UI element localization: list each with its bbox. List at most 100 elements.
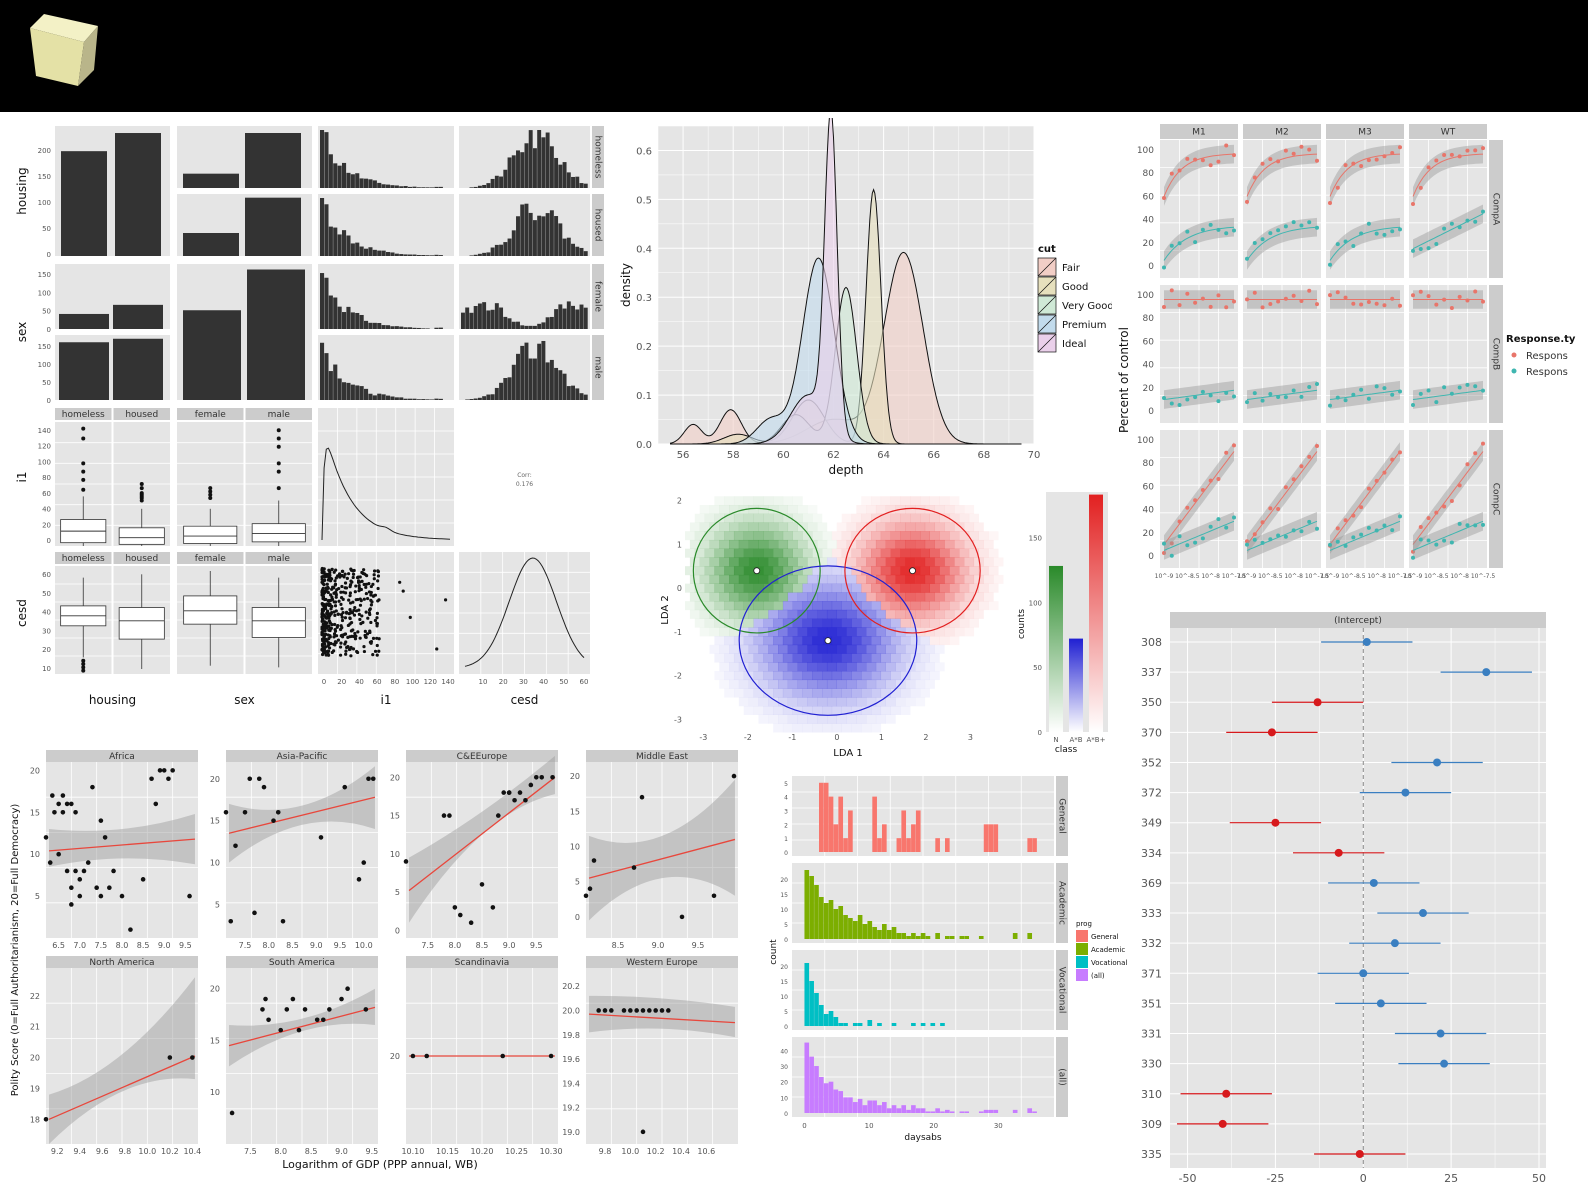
scatter-point: [349, 654, 353, 658]
x-tick-label: 9.0: [158, 941, 171, 950]
hist-bar: [381, 184, 386, 188]
scatter-point: [367, 611, 372, 615]
hist-bar: [430, 399, 435, 400]
hist-bar: [399, 326, 404, 329]
data-point: [1343, 518, 1348, 523]
scatter-point: [443, 598, 448, 602]
hist-bar: [809, 981, 814, 1026]
hex-cell: [968, 583, 979, 593]
hex-cell: [792, 653, 803, 663]
hist-bar: [819, 1005, 824, 1026]
x-tick-label: 8.0: [116, 941, 129, 950]
x-tick-label: 10.2: [161, 1147, 179, 1156]
hist-bar: [828, 1081, 834, 1113]
y-tick-label: 335: [1141, 1148, 1162, 1161]
data-point: [56, 801, 61, 807]
data-point: [410, 1053, 416, 1059]
hex-cell: [763, 548, 774, 558]
scatter-point: [340, 615, 344, 619]
data-point: [278, 1027, 284, 1033]
hex-cell: [831, 653, 842, 663]
data-point: [1359, 505, 1364, 510]
hex-cell: [709, 557, 720, 567]
data-point: [1481, 522, 1485, 527]
hex-cell: [841, 618, 852, 628]
scatter-point: [339, 602, 343, 606]
tick-label: 20: [499, 678, 508, 686]
hex-cell: [910, 653, 921, 663]
hex-cell: [719, 592, 730, 602]
scatter-point: [336, 623, 340, 628]
scatter-point: [357, 584, 361, 588]
box-strip: housed: [125, 410, 158, 420]
scatter-point: [364, 591, 368, 596]
hist-bar: [381, 325, 386, 329]
x-tick-label: 10.4: [183, 1147, 201, 1156]
hex-cell: [949, 636, 960, 646]
hist-bar: [978, 936, 984, 939]
scatter-point: [345, 611, 349, 615]
scatter-point: [360, 614, 364, 618]
hex-cell: [910, 601, 921, 611]
hex-cell: [689, 522, 700, 532]
data-point: [1411, 293, 1415, 298]
hex-cell: [900, 653, 911, 663]
facet-strip-bg: [1056, 1037, 1068, 1117]
hex-cell: [768, 714, 779, 724]
hist-bar: [891, 927, 897, 939]
scatter-point: [369, 590, 373, 595]
scatter-point: [376, 574, 381, 578]
hist-bar: [833, 1017, 839, 1026]
hist-bar: [503, 169, 508, 188]
hist-bar: [333, 227, 338, 256]
data-point: [447, 813, 452, 818]
box-strip-bg: [245, 408, 312, 420]
hex-cell: [773, 548, 784, 558]
tick-label: 140: [441, 678, 454, 686]
y-tick-label: 20: [210, 775, 220, 784]
data-point: [517, 790, 523, 795]
fit-line: [589, 1013, 735, 1024]
data-point: [1449, 221, 1454, 226]
data-point: [60, 793, 66, 798]
box-strip: homeless: [62, 410, 105, 420]
hex-cell: [822, 706, 833, 716]
y-tick-label: 0.2: [636, 342, 652, 353]
smooth-band: [1330, 217, 1400, 270]
scatter-point: [321, 570, 325, 574]
hist-bar: [545, 132, 550, 188]
x-tick-label: 30: [994, 1122, 1003, 1130]
hist-bar: [583, 307, 588, 329]
hist-bar: [477, 253, 482, 256]
x-tick-label: 10.25: [505, 1147, 528, 1156]
hist-bar: [848, 1097, 853, 1113]
x-tick-label: 68: [977, 450, 990, 461]
hex-cell: [851, 548, 862, 558]
hex-cell: [714, 566, 725, 576]
legend-label: General: [1091, 933, 1119, 941]
x-tick-label: 10^-8.5: [1258, 573, 1283, 580]
hex-cell: [802, 618, 813, 628]
hex-cell: [689, 592, 700, 602]
scatter-point: [327, 616, 331, 620]
fit-line: [228, 1006, 376, 1047]
hex-cell: [724, 601, 735, 611]
y-tick-label: 19.4: [562, 1079, 580, 1088]
bar: [115, 133, 161, 256]
tick-label: 100: [38, 458, 51, 466]
smooth-line: [1412, 153, 1484, 197]
data-point: [1245, 199, 1249, 204]
hex-cell: [988, 601, 999, 611]
hex-cell: [954, 539, 965, 549]
data-point: [1276, 299, 1281, 304]
y-tick-label: 0.3: [636, 293, 652, 304]
hex-cell: [782, 618, 793, 628]
hist-bar: [978, 1111, 984, 1113]
scatter-point: [338, 653, 343, 657]
hex-cell: [910, 583, 921, 593]
hex-cell: [797, 557, 808, 567]
scatter-point: [347, 598, 351, 602]
tick-label: 20: [42, 521, 51, 529]
hex-cell: [826, 574, 837, 584]
data-point: [1351, 535, 1356, 540]
